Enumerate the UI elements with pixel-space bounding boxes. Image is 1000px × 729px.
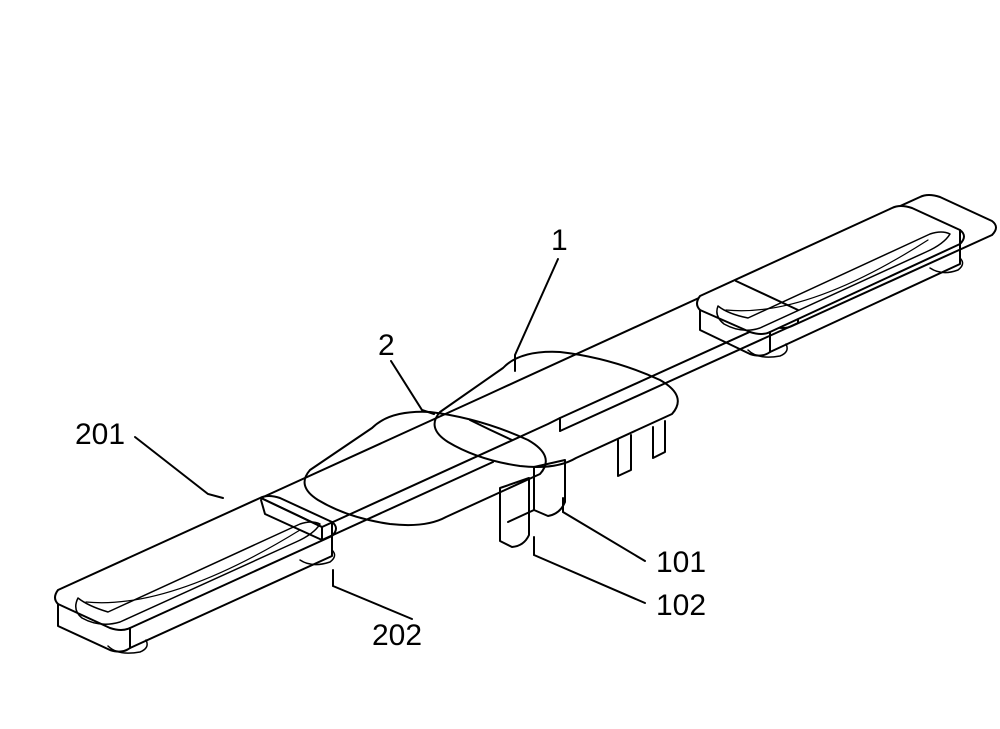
leader-201	[135, 437, 223, 498]
label-102: 102	[656, 589, 706, 623]
technical-drawing	[0, 0, 1000, 729]
label-1: 1	[551, 224, 568, 258]
leader-1	[515, 259, 558, 371]
leader-2	[391, 361, 434, 414]
label-201: 201	[75, 418, 125, 452]
leader-101	[563, 498, 645, 561]
label-202: 202	[372, 619, 422, 653]
leader-202	[333, 570, 412, 619]
label-101: 101	[656, 546, 706, 580]
leader-102	[534, 537, 645, 603]
label-2: 2	[378, 329, 395, 363]
